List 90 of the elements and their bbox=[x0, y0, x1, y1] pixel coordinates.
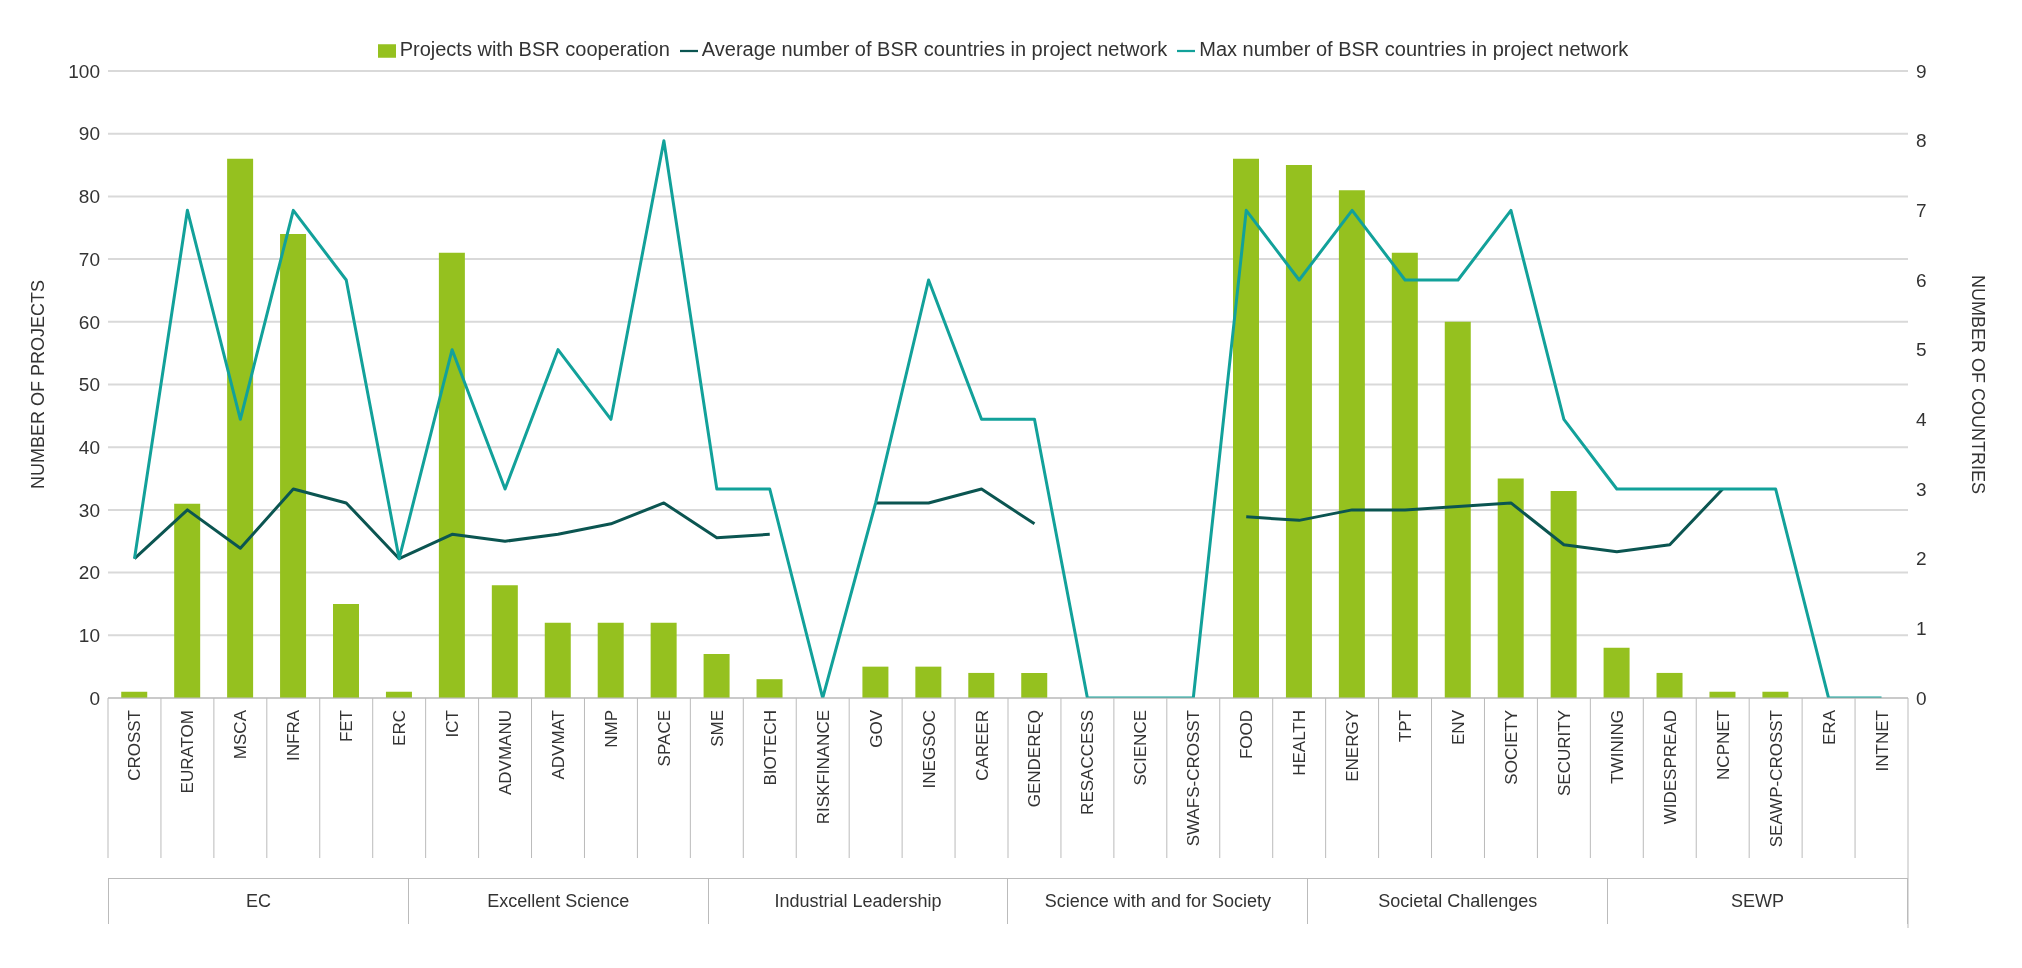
x-tick-label: SECURITY bbox=[1554, 710, 1574, 796]
x-tick-label: ADVMAT bbox=[549, 710, 568, 780]
y2-tick-label: 1 bbox=[1916, 618, 1927, 640]
bar bbox=[438, 252, 465, 698]
bar bbox=[915, 666, 942, 698]
bar bbox=[1497, 478, 1524, 698]
y-tick-label: 80 bbox=[78, 186, 100, 208]
x-tick-label: INTNET bbox=[1872, 710, 1892, 772]
y-axis-title: NUMBER OF PROJECTS bbox=[28, 279, 49, 490]
bar bbox=[280, 234, 307, 698]
y2-tick-label: 8 bbox=[1916, 130, 1927, 152]
bar bbox=[1285, 165, 1312, 698]
y2-tick-label: 7 bbox=[1916, 200, 1927, 222]
x-tick-label: ERC bbox=[390, 710, 410, 746]
text: Science with and for Society bbox=[1007, 879, 1308, 924]
x-tick-label: ICT bbox=[443, 710, 463, 738]
y-tick-label: 100 bbox=[68, 60, 100, 82]
y-tick-label: 70 bbox=[78, 248, 100, 270]
x-tick-label: SCIENCE bbox=[1131, 710, 1151, 786]
x-tick-label: ENV bbox=[1449, 709, 1468, 745]
x-tick-label: HEALTH bbox=[1290, 710, 1310, 776]
x-tick-label: SME bbox=[707, 710, 727, 747]
x-tick-label: INFRA bbox=[284, 709, 304, 761]
x-tick-label: CROSST bbox=[125, 710, 145, 781]
bar bbox=[1338, 190, 1365, 698]
y-tick-label: 60 bbox=[78, 311, 100, 333]
bar bbox=[227, 158, 254, 698]
x-tick-label: SWAFS-CROSST bbox=[1184, 710, 1204, 847]
bar bbox=[756, 679, 783, 698]
bar bbox=[544, 622, 571, 698]
bar bbox=[1603, 647, 1630, 698]
bar bbox=[491, 585, 518, 698]
x-tick-label: SOCIETY bbox=[1501, 710, 1521, 785]
x-tick-label: FOOD bbox=[1237, 710, 1257, 760]
y2-tick-label: 0 bbox=[1916, 687, 1927, 709]
bar bbox=[1233, 158, 1259, 698]
x-tick-label: RESACCESS bbox=[1078, 710, 1098, 815]
y-tick-label: 40 bbox=[78, 436, 100, 458]
x-tick-label: CAREER bbox=[972, 710, 992, 781]
x-tick-label: SEAWP-CROSST bbox=[1766, 710, 1786, 848]
y-tick-label: 0 bbox=[89, 687, 100, 709]
text: Excellent Science bbox=[407, 879, 708, 924]
text: Industrial Leadership bbox=[707, 879, 1008, 924]
y2-tick-label: 9 bbox=[1916, 60, 1927, 82]
legend-label: Projects with BSR cooperation bbox=[399, 38, 670, 60]
x-tick-label: NCPNET bbox=[1713, 710, 1733, 780]
x-tick-label: SPACE bbox=[654, 710, 674, 767]
x-tick-label: TWINING bbox=[1607, 710, 1627, 784]
text: EC bbox=[108, 879, 408, 924]
bar bbox=[597, 622, 624, 698]
x-tick-label: FET bbox=[337, 710, 357, 743]
bar bbox=[968, 672, 995, 698]
x-tick-label: GENDEREQ bbox=[1025, 710, 1045, 808]
bar bbox=[1391, 252, 1418, 698]
bar bbox=[1656, 672, 1683, 698]
y2-tick-label: 3 bbox=[1916, 478, 1927, 500]
bar bbox=[333, 603, 359, 698]
x-tick-label: EURATOM bbox=[178, 710, 198, 794]
bar bbox=[703, 654, 730, 698]
y2-axis-title: NUMBER OF COUNTRIES bbox=[1967, 274, 1988, 495]
y-tick-label: 50 bbox=[78, 374, 100, 396]
text: SEWP bbox=[1607, 879, 1908, 924]
y2-tick-label: 4 bbox=[1916, 409, 1927, 431]
x-tick-label: GOV bbox=[866, 709, 886, 748]
bar bbox=[174, 503, 201, 698]
bar bbox=[1021, 672, 1048, 698]
bar bbox=[650, 622, 677, 698]
y-tick-label: 20 bbox=[78, 562, 100, 584]
bar bbox=[862, 666, 889, 698]
x-tick-label: INEGSOC bbox=[919, 710, 939, 789]
y-tick-label: 30 bbox=[78, 499, 100, 521]
legend-label: Max number of BSR countries in project network bbox=[1199, 38, 1629, 60]
y2-tick-label: 6 bbox=[1916, 269, 1927, 291]
x-tick-label: MSCA bbox=[231, 709, 251, 760]
y-tick-label: 10 bbox=[78, 625, 100, 647]
legend-label: Average number of BSR countries in project network bbox=[701, 38, 1168, 60]
x-tick-label: ADVMANU bbox=[496, 710, 516, 796]
x-tick-label: TPT bbox=[1396, 710, 1416, 743]
y2-tick-label: 5 bbox=[1916, 339, 1927, 361]
bar bbox=[1444, 321, 1471, 698]
x-tick-label: BIOTECH bbox=[760, 710, 780, 786]
bar bbox=[1550, 491, 1577, 698]
text: Societal Challenges bbox=[1307, 879, 1608, 924]
y-tick-label: 90 bbox=[78, 123, 100, 145]
x-tick-label: WIDESPREAD bbox=[1660, 710, 1680, 825]
x-tick-label: RISKFINANCE bbox=[813, 710, 833, 825]
x-tick-label: ERA bbox=[1819, 709, 1839, 745]
x-tick-label: NMP bbox=[601, 710, 621, 748]
x-tick-label: ENERGY bbox=[1343, 710, 1363, 782]
y2-tick-label: 2 bbox=[1916, 548, 1927, 570]
